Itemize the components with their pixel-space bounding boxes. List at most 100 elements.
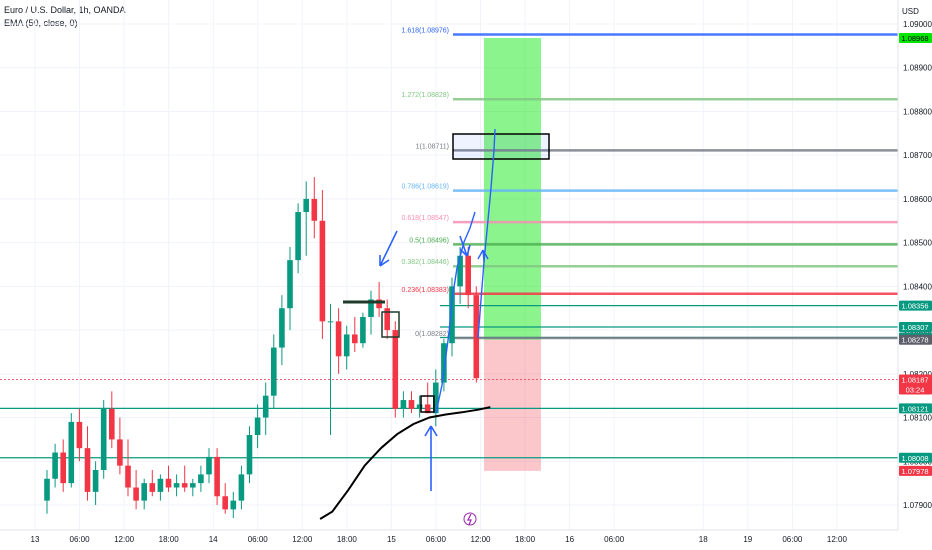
- candle-body: [157, 478, 164, 492]
- entry-box: [381, 311, 400, 338]
- candles: [44, 177, 480, 519]
- candle-body: [109, 408, 115, 440]
- candle-body: [230, 500, 237, 510]
- fib-level-label: 0.382(1.08446): [402, 259, 449, 266]
- candle-body: [368, 299, 374, 317]
- symbol-title[interactable]: Euro / U.S. Dollar, 1h, OANDA: [4, 5, 126, 15]
- ema-50-line: [319, 406, 491, 520]
- x-tick-label: 16: [565, 535, 574, 544]
- candle-body: [190, 483, 196, 488]
- position-zones: [484, 37, 541, 471]
- fib-level-label: 0.236(1.08383): [402, 287, 449, 294]
- candle-body: [360, 316, 366, 344]
- candle-body: [44, 478, 50, 501]
- x-tick-label: 06:00: [248, 535, 269, 544]
- candle-body: [271, 347, 277, 396]
- y-tick-label: 1.08800: [903, 107, 932, 116]
- price-badge-text: 1.08307: [901, 323, 928, 332]
- price-badge-bg: [899, 300, 932, 311]
- x-tick-label: 18: [699, 535, 708, 544]
- ema-indicator-label[interactable]: EMA (50, close, 0): [4, 18, 78, 28]
- candle-body: [262, 395, 269, 418]
- candle-body: [335, 321, 342, 357]
- x-tick-label: 14: [209, 535, 218, 544]
- y-tick-label: 1.07900: [903, 501, 932, 510]
- candle-body: [465, 255, 471, 296]
- y-tick-label: 1.08500: [903, 239, 932, 248]
- price-badge-bg: [899, 374, 932, 395]
- fib-level-label: 1.272(1.08828): [402, 92, 449, 99]
- y-tick-label: 1.08200: [903, 370, 932, 379]
- x-tick-label: 06:00: [70, 535, 91, 544]
- candle-body: [392, 330, 399, 409]
- x-tick-label: 12:00: [292, 535, 313, 544]
- x-tick-label: 06:00: [604, 535, 625, 544]
- candle-body: [343, 334, 350, 357]
- x-tick-label: 18:00: [337, 535, 358, 544]
- candle-body: [149, 483, 156, 492]
- up-arrow-icon: [477, 249, 489, 339]
- chart-legend: Euro / U.S. Dollar, 1h, OANDA EMA (50, c…: [4, 4, 126, 30]
- candle-body: [68, 421, 75, 484]
- price-badge: 1.08121: [899, 403, 932, 414]
- candle-body: [254, 417, 261, 436]
- lightning-icon[interactable]: [463, 512, 477, 526]
- candle-body: [100, 408, 107, 471]
- countdown-text: 03:24: [906, 386, 925, 395]
- price-badge: 1.08968: [899, 32, 932, 43]
- candle-body: [133, 487, 139, 501]
- candle-body: [117, 439, 123, 466]
- target-zone: [484, 37, 541, 340]
- fib-level-label: 0.786(1.08619): [402, 184, 449, 191]
- price-badges: 1.089681.083561.083071.082831.082781.081…: [899, 32, 932, 476]
- y-tick-label: 1.08100: [903, 414, 932, 423]
- candle-body: [125, 465, 131, 488]
- ema-line: [319, 406, 491, 520]
- candle-body: [92, 470, 99, 492]
- price-badge-bg: [899, 452, 932, 463]
- candle-body: [76, 421, 83, 449]
- x-tick-label: 06:00: [426, 535, 447, 544]
- price-badge-text: 1.08356: [901, 302, 928, 311]
- y-tick-label: 1.08700: [903, 151, 932, 160]
- candle-body: [198, 474, 204, 484]
- candle-body: [376, 299, 382, 309]
- fibonacci-levels[interactable]: 1.618(1.08976) 1.272(1.08828) 1(1.08711) 0.…: [402, 27, 898, 340]
- candle-body: [141, 483, 147, 501]
- lightning-circle: [463, 512, 477, 526]
- price-badge-text: 1.07978: [901, 467, 928, 476]
- target-box: [452, 133, 550, 160]
- y-tick-label: 1.08900: [903, 64, 932, 73]
- candle-body: [303, 198, 309, 213]
- annotations[interactable]: [343, 128, 550, 526]
- candle-body: [352, 334, 358, 344]
- price-badge-bg: [899, 403, 932, 414]
- candle-body: [449, 286, 455, 344]
- projection-line: [435, 211, 476, 414]
- candle-body: [246, 435, 253, 475]
- x-tick-label: 15: [387, 535, 396, 544]
- candle-body: [214, 456, 220, 497]
- candle-body: [287, 260, 293, 309]
- x-tick-label: 12:00: [114, 535, 135, 544]
- fib-level-label: 0(1.08282): [415, 331, 449, 338]
- x-tick-label: 06:00: [782, 535, 803, 544]
- candle-body: [52, 452, 58, 479]
- price-badge-text: 1.08008: [901, 454, 928, 463]
- candle-body: [319, 220, 326, 322]
- fib-level-label: 0.5(1.08496): [409, 237, 449, 244]
- candle-body: [279, 308, 285, 348]
- candle-body: [433, 382, 439, 414]
- candle-body: [473, 295, 480, 379]
- price-badge: 1.08307: [899, 322, 932, 333]
- candle-body: [165, 478, 172, 488]
- candle-body: [60, 452, 66, 484]
- y-tick-label: 1.08400: [903, 282, 932, 291]
- y-tick-label: 1.09000: [903, 20, 932, 29]
- candle-body: [408, 400, 415, 409]
- fib-level-label: 0.618(1.08547): [402, 215, 449, 222]
- stop-zone: [484, 339, 541, 471]
